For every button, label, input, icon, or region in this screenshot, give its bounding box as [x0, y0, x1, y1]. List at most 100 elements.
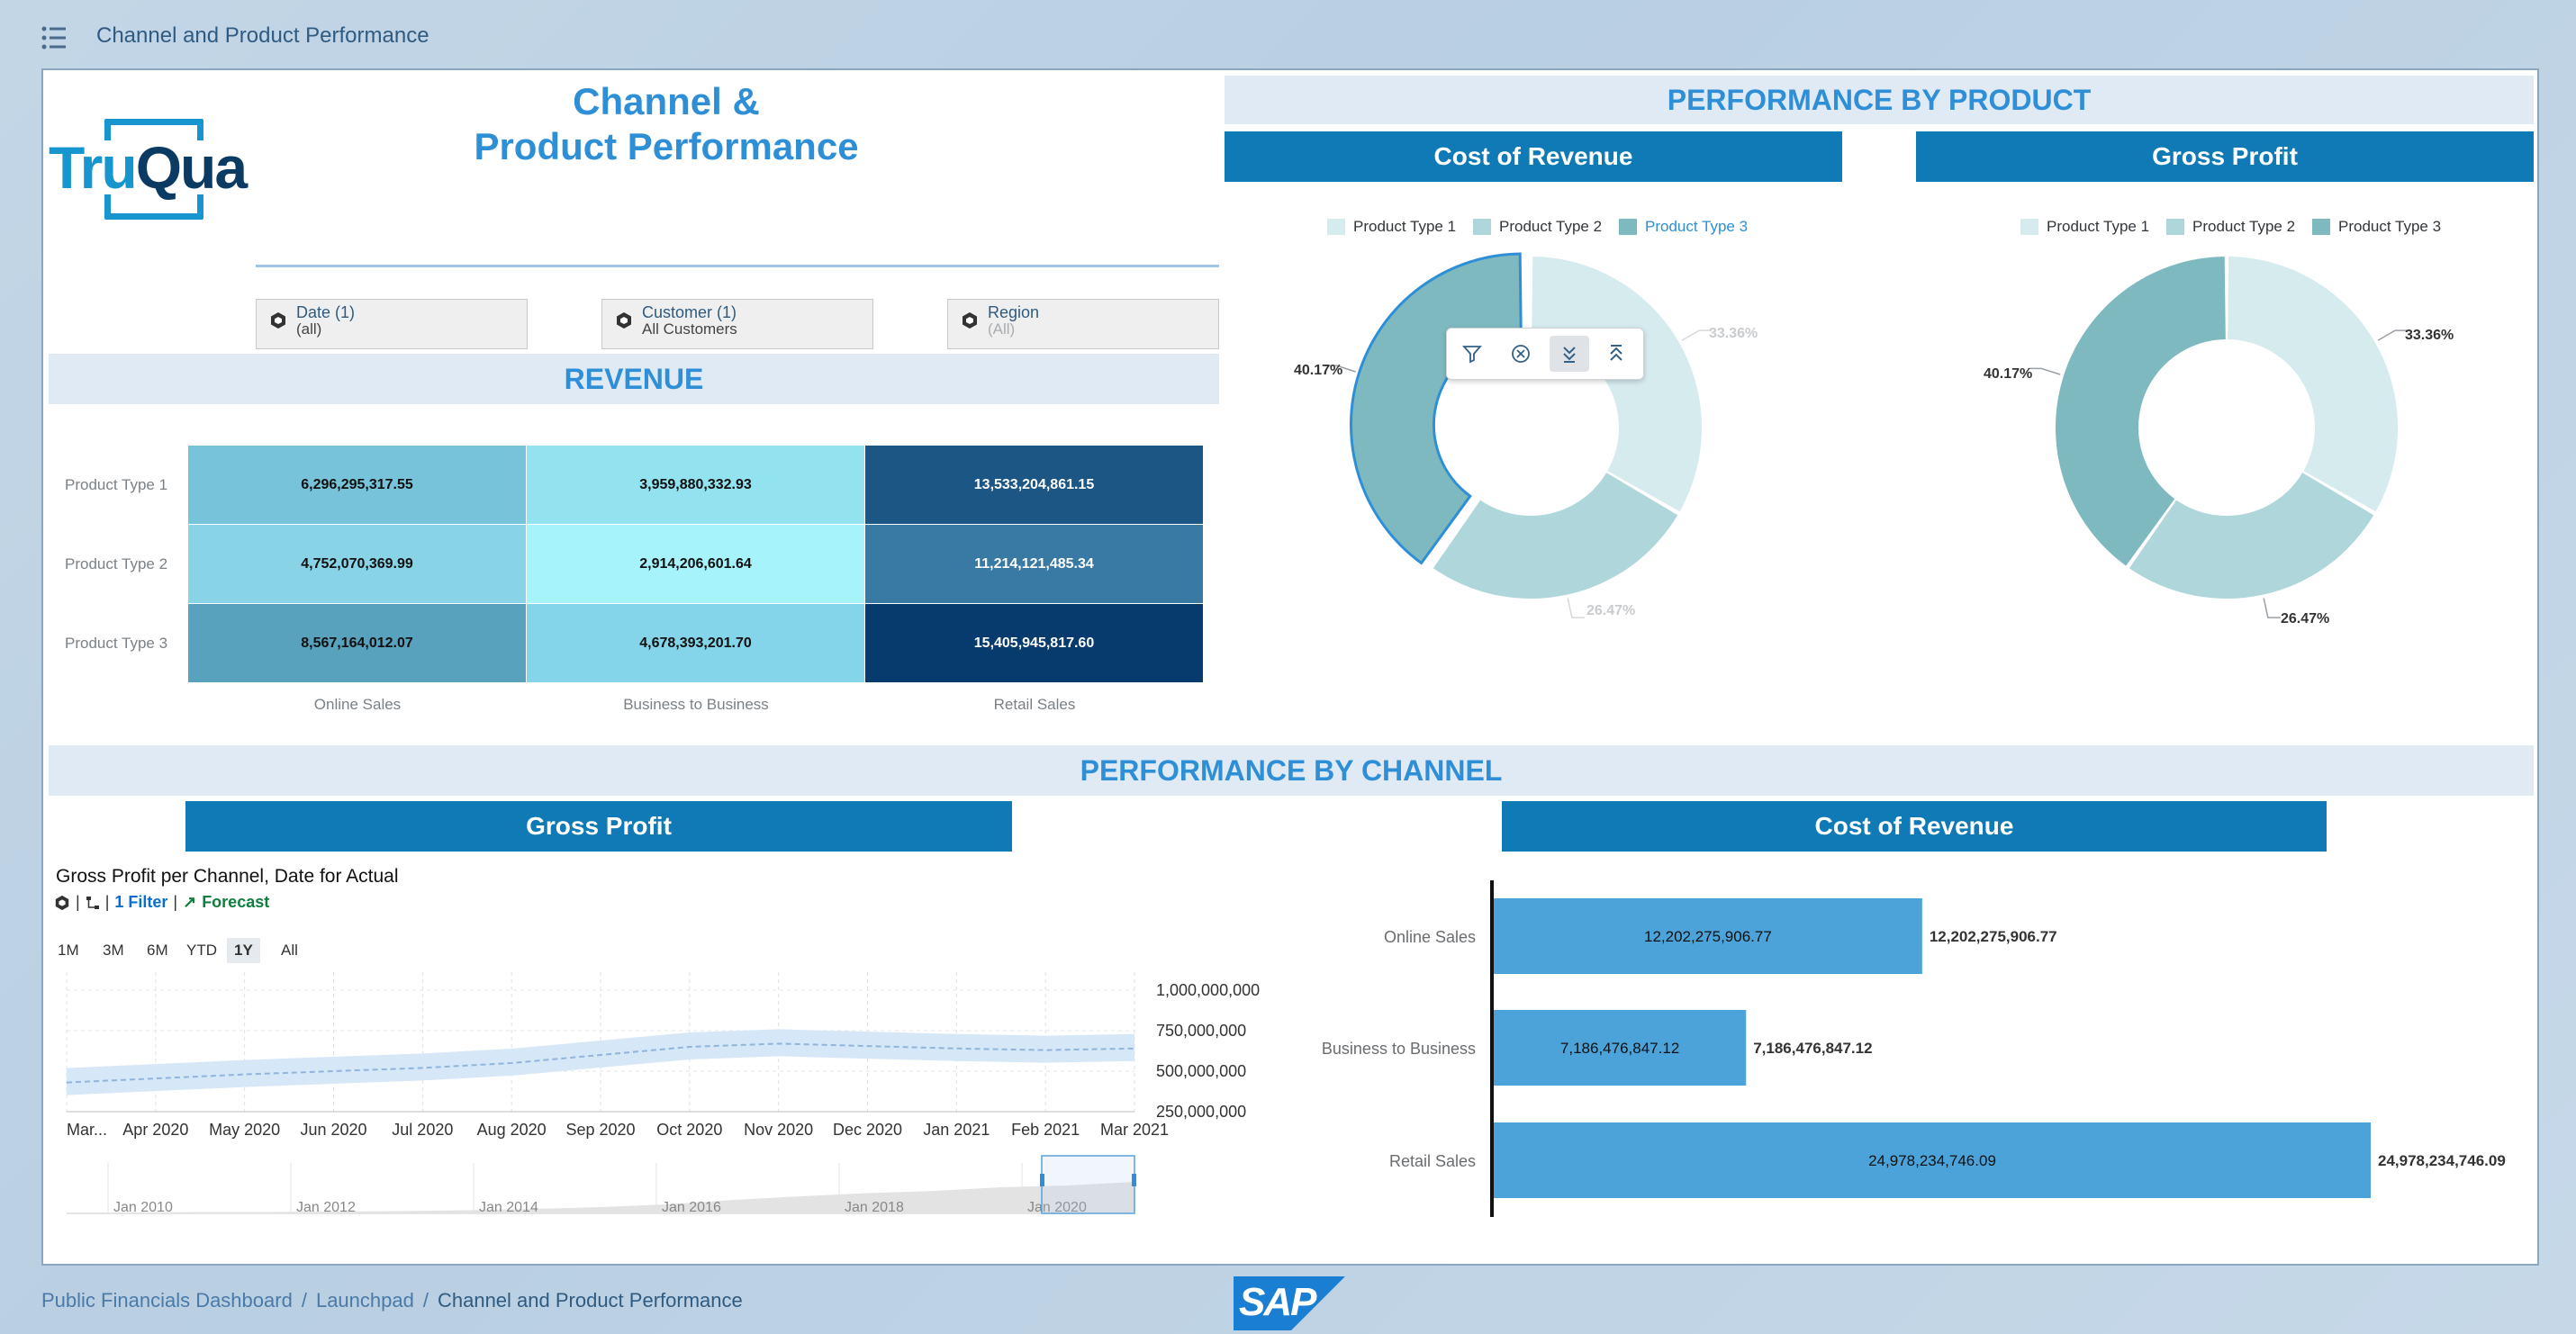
x-axis-tick-label: Apr 2020 [122, 1121, 188, 1139]
cost-of-revenue-donut-chart[interactable] [1261, 243, 1819, 630]
bar-value-inside: 12,202,275,906.77 [1644, 928, 1772, 945]
bar-value-label: 7,186,476,847.12 [1753, 1040, 1872, 1057]
bar-category-label: Business to Business [1322, 1040, 1476, 1058]
navigator-handle [1040, 1174, 1044, 1186]
filter-icon[interactable] [1461, 343, 1483, 365]
legend-item-product-type-1[interactable]: Product Type 1 [2020, 218, 2149, 236]
exclude-icon[interactable] [1510, 343, 1532, 365]
pie-label-product-type-3: 40.17% [1294, 363, 1343, 378]
gross-profit-donut-chart[interactable] [1957, 243, 2515, 630]
pie-slice [2056, 257, 2226, 566]
gross-profit-line-chart[interactable]: 1,000,000,000 750,000,000 500,000,000 250,0… [49, 954, 1309, 1224]
gross-profit-pie-header: Gross Profit [1916, 131, 2534, 182]
dimension-icon [617, 312, 631, 329]
heatmap-cell[interactable]: 4,678,393,201.70 [527, 604, 864, 682]
heatmap-cell[interactable]: 2,914,206,601.64 [527, 525, 864, 603]
region-filter[interactable]: Region (All) [947, 299, 1219, 349]
hierarchy-icon [86, 896, 99, 909]
customer-filter-title: Customer (1) [642, 303, 737, 321]
range-1y-button[interactable]: 1Y [227, 938, 260, 963]
heatmap-cell[interactable]: 3,959,880,332.93 [527, 446, 864, 524]
dimension-icon [55, 895, 69, 910]
range-3m-button[interactable]: 3M [103, 942, 124, 959]
bar-category-label: Online Sales [1384, 928, 1476, 946]
navigator-handle [1132, 1174, 1136, 1186]
navigator-label: Jan 2018 [845, 1200, 904, 1215]
breadcrumb-separator: / [301, 1289, 307, 1311]
breadcrumb: Public Financials Dashboard / Launchpad … [41, 1289, 743, 1312]
bar [1494, 898, 1922, 974]
forecast-link[interactable]: Forecast [202, 893, 270, 911]
channel-section-title: PERFORMANCE BY CHANNEL [49, 745, 2534, 796]
dashboard-title: Channel & Product Performance [474, 80, 859, 167]
drill-down-icon [1563, 347, 1576, 363]
navigator-area [67, 1182, 1134, 1213]
date-filter-title: Date (1) [296, 303, 356, 321]
pie-label-product-type-2: 26.47% [1586, 603, 1636, 618]
heatmap-cell[interactable]: 15,405,945,817.60 [865, 604, 1203, 682]
x-axis-tick-label: Jul 2020 [392, 1121, 453, 1139]
pie-label-product-type-1: 33.36% [2405, 328, 2454, 343]
heatmap-cell[interactable]: 11,214,121,485.34 [865, 525, 1203, 603]
series-line [66, 1042, 1135, 1084]
pie-slice [1532, 257, 1702, 512]
dimension-icon [271, 312, 285, 329]
range-ytd-button[interactable]: YTD [186, 942, 217, 959]
bar-value-label: 12,202,275,906.77 [1930, 928, 2057, 945]
y-axis-tick-label: 500,000,000 [1156, 1062, 1246, 1080]
drill-down-button[interactable] [1550, 336, 1589, 372]
x-axis-tick-label: Aug 2020 [477, 1121, 547, 1139]
x-axis-tick-label: Mar 2021 [1100, 1121, 1169, 1139]
x-axis-tick-label: Jan 2021 [923, 1121, 990, 1139]
pie-leader-line [2029, 367, 2061, 375]
date-filter[interactable]: Date (1) (all) [256, 299, 528, 349]
heatmap-column-label: Online Sales [313, 696, 402, 713]
breadcrumb-link-public-financials-dashboard[interactable]: Public Financials Dashboard [41, 1289, 293, 1311]
bar-value-label: 24,978,234,746.09 [2378, 1152, 2506, 1169]
breadcrumb-link-launchpad[interactable]: Launchpad [315, 1289, 414, 1311]
pie-leader-line [1324, 365, 1356, 373]
range-all-button[interactable]: All [281, 942, 298, 959]
bar-category-label: Retail Sales [1389, 1152, 1476, 1170]
heatmap-cell[interactable]: 8,567,164,012.07 [188, 604, 526, 682]
heatmap-cell[interactable]: 13,533,204,861.15 [865, 446, 1203, 524]
shell-bar: Channel and Product Performance [0, 0, 2576, 72]
range-6m-button[interactable]: 6M [147, 942, 168, 959]
legend-item-product-type-3[interactable]: Product Type 3 [1619, 218, 1748, 236]
revenue-heatmap[interactable]: Product Type 1 6,296,295,317.55 3,959,880,… [49, 441, 1219, 720]
truqua-logo: TruQua [47, 117, 254, 225]
chart-context-toolbar [1446, 328, 1644, 380]
dimension-icon [963, 312, 977, 329]
gross-profit-line-header: Gross Profit [185, 801, 1012, 852]
navigator-label: Jan 2012 [296, 1200, 356, 1215]
legend-item-product-type-2[interactable]: Product Type 2 [2166, 218, 2295, 236]
customer-filter[interactable]: Customer (1) All Customers [601, 299, 873, 349]
filter-count-link[interactable]: 1 Filter [114, 893, 168, 911]
title-divider [256, 265, 1219, 267]
legend-item-product-type-3[interactable]: Product Type 3 [2312, 218, 2441, 236]
x-axis-tick-label: Oct 2020 [656, 1121, 722, 1139]
legend-item-product-type-2[interactable]: Product Type 2 [1473, 218, 1602, 236]
bar [1494, 1122, 2371, 1198]
forecast-icon: ↗ [183, 893, 197, 911]
pie-leader-line [2377, 329, 2409, 341]
region-filter-title: Region [988, 303, 1040, 321]
pie-label-product-type-3: 40.17% [1984, 366, 2033, 382]
revenue-section-title: REVENUE [49, 354, 1219, 404]
cost-of-revenue-bar-chart[interactable]: Online Sales 12,202,275,906.77 12,202,275,… [1261, 864, 2539, 1242]
heatmap-column-label: Business to Business [623, 696, 769, 713]
heatmap-column-label: Retail Sales [993, 696, 1076, 713]
pie-leader-line [1567, 598, 1585, 618]
menu-icon[interactable] [40, 23, 68, 52]
legend-item-product-type-1[interactable]: Product Type 1 [1327, 218, 1456, 236]
region-filter-value: (All) [988, 320, 1016, 338]
heatmap-cell[interactable]: 6,296,295,317.55 [188, 446, 526, 524]
cost-of-revenue-bar-header: Cost of Revenue [1502, 801, 2327, 852]
drill-up-icon[interactable] [1605, 343, 1627, 365]
x-axis-tick-label: Jun 2020 [300, 1121, 366, 1139]
heatmap-cell[interactable]: 4,752,070,369.99 [188, 525, 526, 603]
line-chart-title: Gross Profit per Channel, Date for Actua… [56, 866, 399, 887]
pie-slice [2228, 257, 2398, 512]
range-1m-button[interactable]: 1M [58, 942, 79, 959]
pie-leader-line [2263, 598, 2281, 618]
